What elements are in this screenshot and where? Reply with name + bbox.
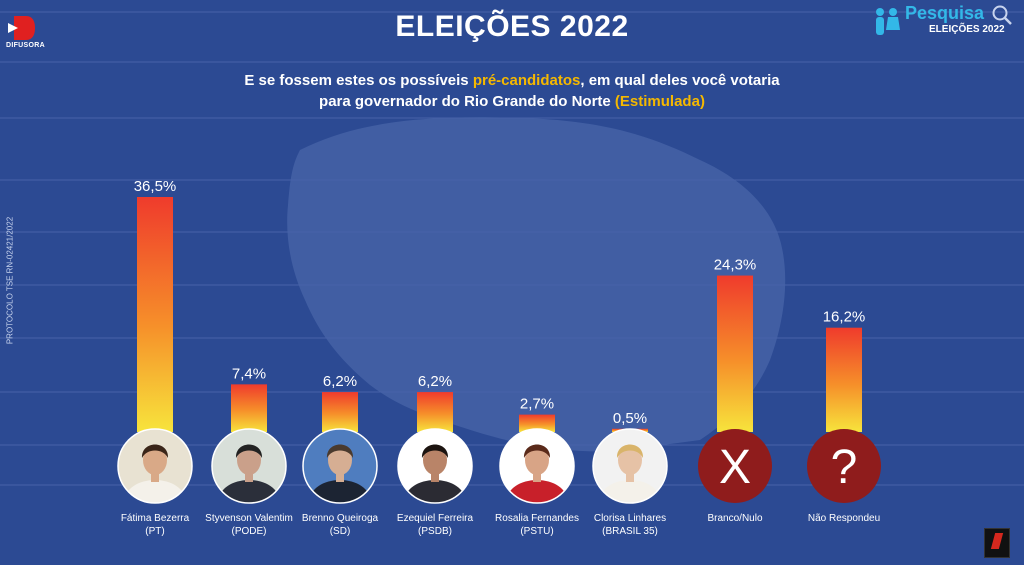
category-party: (PSTU) <box>520 526 553 537</box>
photo-neck <box>533 472 541 482</box>
category-party: (PSDB) <box>418 526 452 537</box>
photo-torso <box>125 480 185 503</box>
photo-torso <box>507 480 567 503</box>
protocol-label: PROTOCOLO TSE RN-02421/2022 <box>5 216 15 345</box>
avatar-ring <box>211 428 287 504</box>
photo-torso <box>310 480 370 503</box>
photo-torso <box>600 480 660 503</box>
photo-face <box>328 445 352 475</box>
photo-neck <box>245 472 253 482</box>
subtitle-highlight: pré-candidatos <box>472 72 581 89</box>
data-label: 0,5% <box>613 410 647 427</box>
avatar <box>499 428 575 504</box>
photo-hair <box>523 444 551 458</box>
subtitle-text: E se fossem estes os possíveis <box>244 72 473 89</box>
avatar: ? <box>807 429 881 503</box>
avatar-ring <box>117 428 193 504</box>
subtitle-highlight: (Estimulada) <box>614 93 705 110</box>
avatar-ring <box>499 428 575 504</box>
category-party: (PT) <box>145 526 164 537</box>
difusora-logo: DIFUSORA <box>6 14 46 54</box>
avatar <box>302 428 378 504</box>
photo-hair <box>326 444 354 458</box>
bar <box>322 392 358 432</box>
avatar-circle <box>698 429 772 503</box>
candidate-photo <box>500 429 574 503</box>
avatar <box>397 428 473 504</box>
candidate-photo <box>212 429 286 503</box>
candidate-photo <box>398 429 472 503</box>
category-name: Brenno Queiroga <box>302 513 379 524</box>
avatar: X <box>698 429 772 503</box>
photo-neck <box>336 472 344 482</box>
category-party: (BRASIL 35) <box>602 526 658 537</box>
photo-hair <box>421 444 449 458</box>
data-label: 6,2% <box>323 373 357 390</box>
photo-hair <box>235 444 263 458</box>
candidate-photo <box>118 429 192 503</box>
bar <box>231 384 267 432</box>
photo-neck <box>431 472 439 482</box>
photo-neck <box>151 472 159 482</box>
category-name: Branco/Nulo <box>707 513 762 524</box>
photo-face <box>525 445 549 475</box>
photo-neck <box>626 472 634 482</box>
photo-face <box>237 445 261 475</box>
magnifier-icon <box>992 5 1012 25</box>
difusora-logo-icon <box>8 16 35 40</box>
category-name: Fátima Bezerra <box>121 513 190 524</box>
chart-subtitle: E se fossem estes os possíveis pré-candi… <box>0 70 1024 112</box>
candidate-photo <box>593 429 667 503</box>
category-name: Não Respondeu <box>808 513 880 524</box>
bar <box>717 275 753 432</box>
agora-logo <box>984 528 1010 558</box>
difusora-brand-text: DIFUSORA <box>6 42 45 49</box>
subtitle-text: , em qual deles você votaria <box>580 72 780 89</box>
page-title: ELEIÇÕES 2022 <box>395 10 629 43</box>
photo-hair <box>616 444 644 458</box>
candidate-photo <box>303 429 377 503</box>
category-party: (PODE) <box>232 526 267 537</box>
question-mark-icon: ? <box>831 441 858 494</box>
bar <box>826 327 862 432</box>
data-label: 24,3% <box>714 257 757 274</box>
data-label: 16,2% <box>823 309 866 326</box>
state-map-silhouette <box>287 117 786 452</box>
data-label: 36,5% <box>134 178 177 195</box>
pesquisa-brand-text: Pesquisa <box>905 3 985 23</box>
avatar-circle <box>807 429 881 503</box>
category-name: Styvenson Valentim <box>205 513 293 524</box>
avatar <box>592 428 668 504</box>
avatar-ring <box>397 428 473 504</box>
bars: 36,5% Fátima Bezerra (PT) 7,4% Styvenson Val… <box>117 178 881 537</box>
subtitle-text: para governador do Rio Grande do Norte <box>319 93 615 110</box>
pesquisa-logo: Pesquisa ELEIÇÕES 2022 <box>871 2 1016 42</box>
avatar <box>117 428 193 504</box>
category-name: Rosalia Fernandes <box>495 513 579 524</box>
photo-torso <box>219 480 279 503</box>
bar <box>417 392 453 432</box>
people-icon <box>876 8 900 35</box>
bar <box>137 197 173 432</box>
bar <box>519 414 555 432</box>
photo-hair <box>141 444 169 458</box>
avatar-ring <box>302 428 378 504</box>
category-name: Clorisa Linhares <box>594 513 666 524</box>
category-name: Ezequiel Ferreira <box>397 513 474 524</box>
avatar <box>211 428 287 504</box>
pesquisa-subtitle: ELEIÇÕES 2022 <box>929 24 1005 35</box>
agora-logo-icon <box>990 533 1004 549</box>
photo-face <box>143 445 167 475</box>
photo-face <box>618 445 642 475</box>
data-label: 7,4% <box>232 365 266 382</box>
data-label: 6,2% <box>418 373 452 390</box>
photo-face <box>423 445 447 475</box>
photo-torso <box>405 480 465 503</box>
category-party: (SD) <box>330 526 351 537</box>
avatar-ring <box>592 428 668 504</box>
data-label: 2,7% <box>520 396 554 413</box>
x-icon: X <box>719 441 751 494</box>
